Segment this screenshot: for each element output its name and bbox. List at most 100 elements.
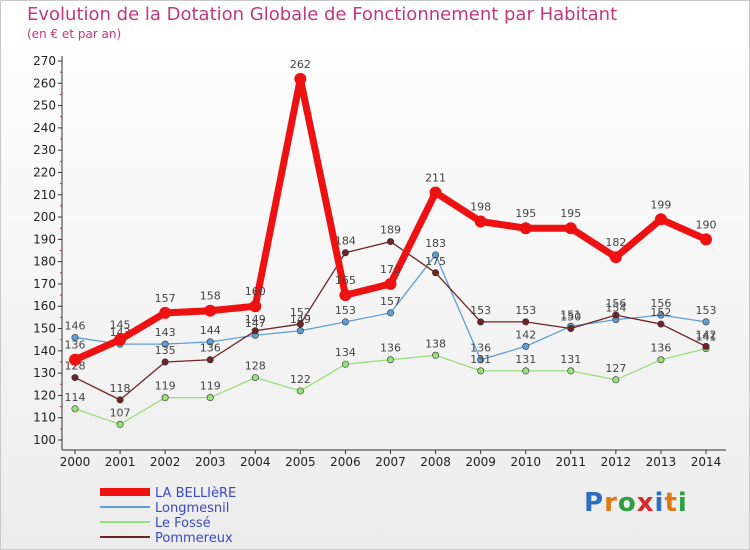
data-label: 198: [470, 201, 491, 214]
data-label: 195: [560, 207, 581, 220]
data-point: [161, 358, 169, 366]
logo-letter: i: [677, 488, 688, 518]
data-point: [386, 356, 394, 364]
legend-entry: LA BELLIèRE: [155, 486, 236, 501]
data-label: 107: [110, 406, 131, 419]
data-label: 136: [650, 342, 671, 355]
y-tick-label: 150: [33, 322, 56, 336]
data-label: 152: [290, 306, 311, 319]
data-point: [474, 215, 487, 228]
proxiti-logo: Proxiti: [584, 488, 688, 518]
data-point: [206, 338, 214, 346]
data-point: [477, 318, 485, 326]
data-point: [567, 367, 575, 375]
y-tick-label: 190: [33, 232, 56, 246]
x-tick-label: 2001: [105, 455, 136, 469]
data-label: 136: [200, 342, 221, 355]
data-label: 262: [290, 58, 311, 71]
data-label: 153: [335, 304, 356, 317]
data-label: 122: [290, 373, 311, 386]
data-label: 131: [515, 353, 536, 366]
series-line-la-belli-re: [71, 75, 710, 364]
data-label: 142: [515, 328, 536, 341]
data-point: [71, 374, 79, 382]
logo-letter: i: [654, 488, 665, 518]
data-label: 138: [425, 337, 446, 350]
x-tick-label: 2010: [510, 455, 541, 469]
data-label: 153: [696, 304, 717, 317]
data-label: 182: [605, 236, 626, 249]
y-tick-label: 130: [33, 366, 56, 380]
x-tick-label: 2007: [375, 455, 406, 469]
data-point: [700, 233, 712, 246]
x-tick-label: 2005: [285, 455, 316, 469]
logo-letter: t: [664, 488, 678, 518]
legend-entry: Pommereux: [155, 531, 233, 546]
data-label: 189: [380, 224, 401, 237]
data-point: [612, 311, 620, 319]
y-tick-label: 260: [33, 76, 56, 90]
data-label: 158: [200, 290, 221, 303]
y-tick-label: 200: [33, 210, 56, 224]
data-point: [522, 318, 530, 326]
data-label: 145: [110, 319, 131, 332]
data-label: 131: [560, 353, 581, 366]
x-tick-label: 2008: [420, 455, 451, 469]
y-tick-label: 240: [33, 121, 56, 135]
chart-title: Evolution de la Dotation Globale de Fonc…: [27, 4, 618, 25]
data-label: 160: [245, 285, 266, 298]
data-point: [657, 311, 665, 319]
y-tick-label: 100: [33, 433, 56, 447]
y-tick-label: 110: [33, 411, 56, 425]
data-point: [206, 394, 214, 402]
y-tick-label: 170: [33, 277, 56, 291]
data-point: [339, 289, 352, 302]
data-label: 119: [155, 380, 176, 393]
data-label: 136: [380, 342, 401, 355]
y-tick-label: 250: [33, 99, 56, 113]
data-label: 136: [470, 342, 491, 355]
data-label: 135: [155, 344, 176, 357]
y-tick-label: 220: [33, 165, 56, 179]
x-tick-label: 2003: [195, 455, 226, 469]
data-label: 175: [425, 255, 446, 268]
y-tick-label: 160: [33, 299, 56, 313]
data-point: [71, 405, 79, 413]
x-tick-label: 2014: [691, 455, 722, 469]
data-label: 153: [515, 304, 536, 317]
data-point: [161, 394, 169, 402]
x-tick-label: 2004: [240, 455, 271, 469]
data-label: 144: [200, 324, 221, 337]
legend-entry: Longmesnil: [155, 501, 229, 516]
data-point: [702, 342, 710, 350]
data-point: [341, 249, 349, 257]
data-point: [429, 186, 442, 199]
y-tick-label: 120: [33, 388, 56, 402]
logo-letter: r: [604, 488, 618, 518]
chart-subtitle: (en € et par an): [27, 27, 122, 41]
data-label: 146: [65, 319, 86, 332]
data-point: [386, 309, 394, 317]
data-point: [567, 325, 575, 333]
data-point: [71, 333, 79, 341]
data-label: 131: [470, 353, 491, 366]
x-tick-label: 2011: [556, 455, 587, 469]
data-label: 170: [380, 263, 401, 276]
data-label: 151: [560, 308, 581, 321]
data-point: [477, 367, 485, 375]
data-point: [159, 306, 172, 319]
x-tick-label: 2009: [465, 455, 496, 469]
data-point: [296, 327, 304, 335]
data-point: [206, 356, 214, 364]
data-label: 211: [425, 172, 446, 185]
data-point: [296, 387, 304, 395]
data-label: 195: [515, 207, 536, 220]
x-tick-label: 2002: [150, 455, 181, 469]
data-label: 184: [335, 235, 356, 248]
data-point: [386, 238, 394, 246]
logo-letter: o: [617, 488, 637, 518]
data-label: 150: [560, 311, 581, 324]
data-point: [341, 360, 349, 368]
